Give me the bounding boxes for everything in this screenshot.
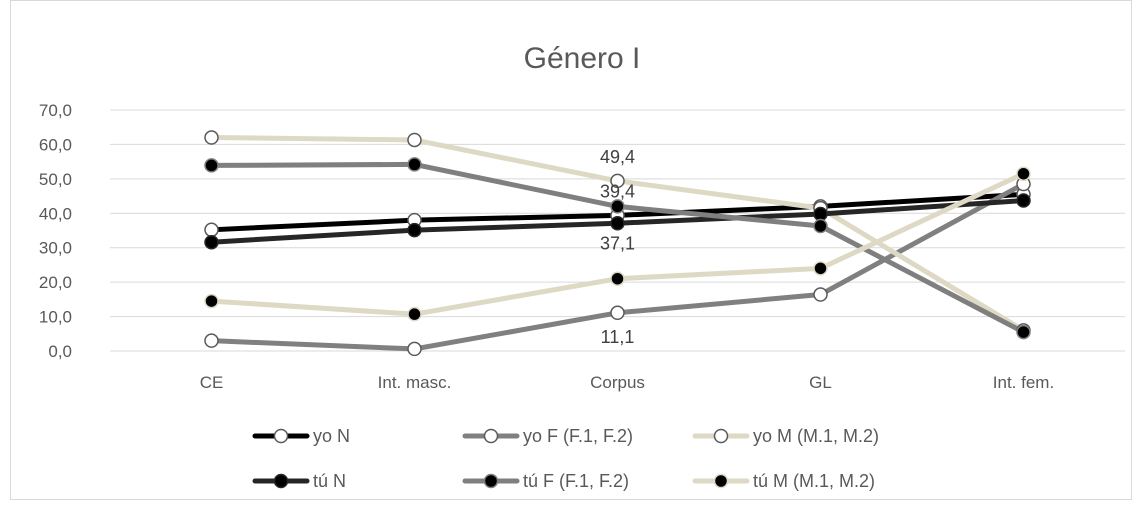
legend-label: tú M (M.1, M.2): [753, 471, 875, 491]
data-point: [610, 173, 625, 189]
data-point: [1016, 324, 1031, 340]
data-label: 11,1: [601, 327, 635, 347]
y-tick-label: 10,0: [39, 308, 72, 327]
series-markers: [204, 130, 1031, 357]
data-point: [813, 287, 828, 302]
data-point: [204, 130, 219, 145]
y-tick-label: 50,0: [39, 170, 72, 189]
x-tick-label: Int. masc.: [378, 373, 452, 392]
x-tick-label: Corpus: [590, 373, 645, 392]
data-point: [1016, 193, 1031, 208]
data-labels: 49,4 39,4 37,1 11,1: [600, 147, 635, 347]
data-point: [1016, 166, 1031, 181]
legend-item-t-f-f-1-f-2: tú F (F.1, F.2): [462, 471, 629, 491]
y-axis-ticks: 0,0 10,0 20,0 30,0 40,0 50,0 60,0 70,0: [39, 101, 72, 361]
data-point: [204, 222, 219, 238]
data-point: [204, 234, 219, 250]
data-point: [610, 216, 625, 231]
data-label: 39,4: [600, 181, 635, 201]
legend-item-t-m-m-1-m-2: tú M (M.1, M.2): [692, 471, 875, 491]
data-point: [204, 158, 219, 173]
data-point: [407, 222, 422, 238]
x-tick-label: GL: [809, 373, 832, 392]
data-label: 37,1: [600, 233, 635, 253]
legend-item-yo-f-f-1-f-2: yo F (F.1, F.2): [462, 426, 633, 446]
data-point: [204, 293, 219, 309]
data-point: [610, 199, 625, 214]
legend-marker: [483, 473, 499, 489]
data-point: [610, 305, 625, 321]
data-point: [813, 261, 828, 276]
legend-label: yo F (F.1, F.2): [523, 426, 633, 446]
legend-item-yo-n: yo N: [252, 426, 350, 446]
y-tick-label: 70,0: [39, 101, 72, 120]
y-tick-label: 30,0: [39, 239, 72, 258]
legend-label: yo M (M.1, M.2): [753, 426, 879, 446]
data-point: [407, 157, 422, 172]
y-tick-label: 0,0: [48, 342, 72, 361]
chart-frame: [10, 0, 1132, 500]
data-point: [407, 306, 422, 322]
y-tick-label: 40,0: [39, 204, 72, 223]
legend-marker: [483, 428, 499, 444]
chart-title: Género I: [524, 42, 641, 75]
legend-marker: [713, 428, 729, 444]
y-tick-label: 60,0: [39, 135, 72, 154]
x-axis-ticks: CE Int. masc. Corpus GL Int. fem.: [200, 373, 1055, 392]
legend-item-t-n: tú N: [252, 471, 346, 491]
legend-label: yo N: [313, 426, 350, 446]
data-point: [407, 341, 422, 357]
legend-label: tú N: [313, 471, 346, 491]
legend-marker: [273, 473, 289, 489]
data-label: 49,4: [600, 147, 635, 167]
legend-marker: [273, 428, 289, 444]
data-point: [407, 132, 422, 148]
data-point: [610, 271, 625, 286]
x-tick-label: CE: [200, 373, 224, 392]
data-point: [204, 333, 219, 348]
x-tick-label: Int. fem.: [993, 373, 1054, 392]
y-tick-label: 20,0: [39, 273, 72, 292]
legend-marker: [713, 473, 729, 489]
legend-label: tú F (F.1, F.2): [523, 471, 629, 491]
legend-item-yo-m-m-1-m-2: yo M (M.1, M.2): [692, 426, 879, 446]
data-point: [813, 206, 828, 222]
data-point: [813, 218, 828, 234]
legend: yo N yo F (F.1, F.2) yo M (M.1, M.2) tú N tú…: [252, 426, 879, 491]
